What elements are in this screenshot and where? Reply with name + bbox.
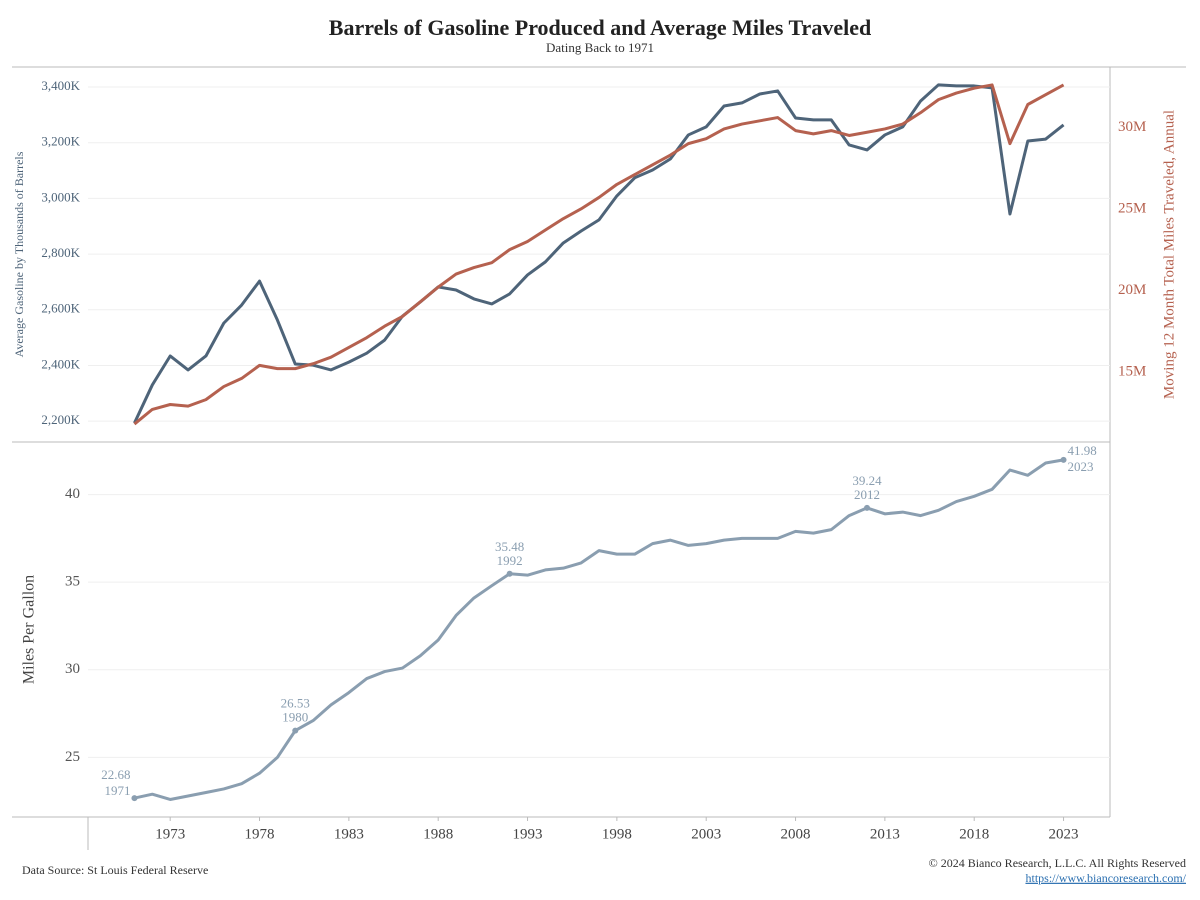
x-tick-label: 2003 bbox=[691, 826, 721, 842]
series-line bbox=[133, 83, 1065, 426]
y2-tick-label: 30M bbox=[1118, 119, 1146, 135]
website-link[interactable]: https://www.biancoresearch.com/ bbox=[1025, 871, 1186, 885]
y-tick-label: 35 bbox=[65, 574, 80, 590]
x-tick-label: 1988 bbox=[423, 826, 453, 842]
x-tick-label: 2023 bbox=[1049, 826, 1079, 842]
data-label-year: 2012 bbox=[854, 487, 880, 502]
y2-tick-label: 25M bbox=[1118, 200, 1146, 216]
y-tick-label: 2,600K bbox=[41, 301, 80, 316]
x-tick-label: 1998 bbox=[602, 826, 632, 842]
x-tick-label: 1983 bbox=[334, 826, 364, 842]
y2-tick-label: 15M bbox=[1118, 363, 1146, 379]
y-tick-label: 30 bbox=[65, 661, 80, 677]
y-tick-label: 2,800K bbox=[41, 245, 80, 260]
y-tick-label: 2,400K bbox=[41, 356, 80, 371]
data-label: 26.53 bbox=[281, 696, 310, 711]
y-tick-label: 2,200K bbox=[41, 412, 80, 427]
x-tick-label: 2018 bbox=[959, 826, 989, 842]
data-label-year: 1992 bbox=[497, 553, 523, 568]
y2-axis-title: Moving 12 Month Total Miles Traveled, An… bbox=[1161, 110, 1177, 399]
copyright: © 2024 Bianco Research, L.L.C. All Right… bbox=[929, 856, 1186, 870]
point-marker bbox=[1060, 456, 1067, 463]
x-tick-label: 1973 bbox=[155, 826, 185, 842]
series-line bbox=[134, 458, 1064, 801]
y2-tick-label: 20M bbox=[1118, 282, 1146, 298]
series-line bbox=[133, 83, 1065, 424]
data-label-year: 2023 bbox=[1068, 459, 1094, 474]
point-marker bbox=[131, 795, 138, 802]
point-marker bbox=[292, 727, 299, 734]
point-marker bbox=[506, 570, 513, 577]
data-label-year: 1980 bbox=[282, 710, 308, 725]
y-axis-title: Average Gasoline by Thousands of Barrels bbox=[12, 151, 26, 357]
y-tick-label: 3,200K bbox=[41, 134, 80, 149]
data-label-year: 1971 bbox=[104, 783, 130, 798]
data-label: 35.48 bbox=[495, 539, 524, 554]
y-tick-label: 3,000K bbox=[41, 189, 80, 204]
point-marker bbox=[864, 504, 871, 511]
data-label: 41.98 bbox=[1068, 443, 1097, 458]
y-tick-label: 40 bbox=[65, 486, 80, 502]
x-tick-label: 2013 bbox=[870, 826, 900, 842]
data-label: 22.68 bbox=[101, 767, 130, 782]
chart-title: Barrels of Gasoline Produced and Average… bbox=[329, 15, 871, 40]
y-axis-title: Miles Per Gallon bbox=[21, 575, 38, 684]
x-tick-label: 1978 bbox=[245, 826, 275, 842]
y-tick-label: 25 bbox=[65, 749, 80, 765]
x-tick-label: 1993 bbox=[513, 826, 543, 842]
data-label: 39.24 bbox=[852, 473, 882, 488]
source-note: Data Source: St Louis Federal Reserve bbox=[22, 863, 208, 877]
x-tick-label: 2008 bbox=[781, 826, 811, 842]
chart-subtitle: Dating Back to 1971 bbox=[546, 40, 654, 55]
y-tick-label: 3,400K bbox=[41, 78, 80, 93]
